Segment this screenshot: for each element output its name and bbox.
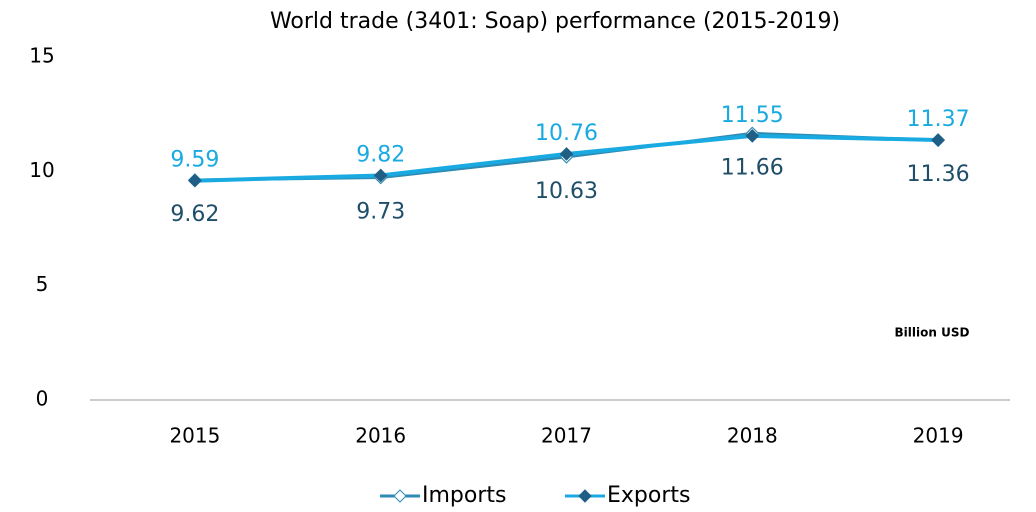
x-tick-label: 2018 [727,424,778,448]
data-label: 11.66 [721,155,784,180]
legend-marker [393,489,407,503]
point-marker [559,147,574,161]
data-label: 9.62 [170,202,219,227]
legend-label: Imports [422,483,506,508]
y-tick-label: 5 [36,272,49,296]
y-tick-label: 10 [29,158,54,182]
data-label: 9.59 [170,148,219,173]
x-tick-label: 2015 [169,424,220,448]
data-label: 10.76 [535,121,598,146]
chart-title: World trade (3401: Soap) performance (20… [270,9,840,34]
data-label: 9.73 [356,200,405,225]
x-tick-label: 2017 [541,424,592,448]
point-marker [373,168,388,183]
data-label: 11.36 [907,162,970,187]
legend-label: Exports [607,483,690,508]
point-marker [931,133,945,147]
data-label: 9.82 [356,142,405,167]
data-label: 11.55 [721,103,784,128]
y-tick-label: 0 [36,387,49,411]
x-tick-label: 2016 [355,424,406,448]
legend-marker [578,489,592,503]
point-marker [188,173,202,188]
point-marker [745,129,760,143]
annotation: Billion USD [895,326,970,340]
data-label: 10.63 [535,179,598,204]
data-label: 11.37 [907,107,970,132]
x-tick-label: 2019 [913,424,964,448]
y-tick-label: 15 [29,44,54,68]
